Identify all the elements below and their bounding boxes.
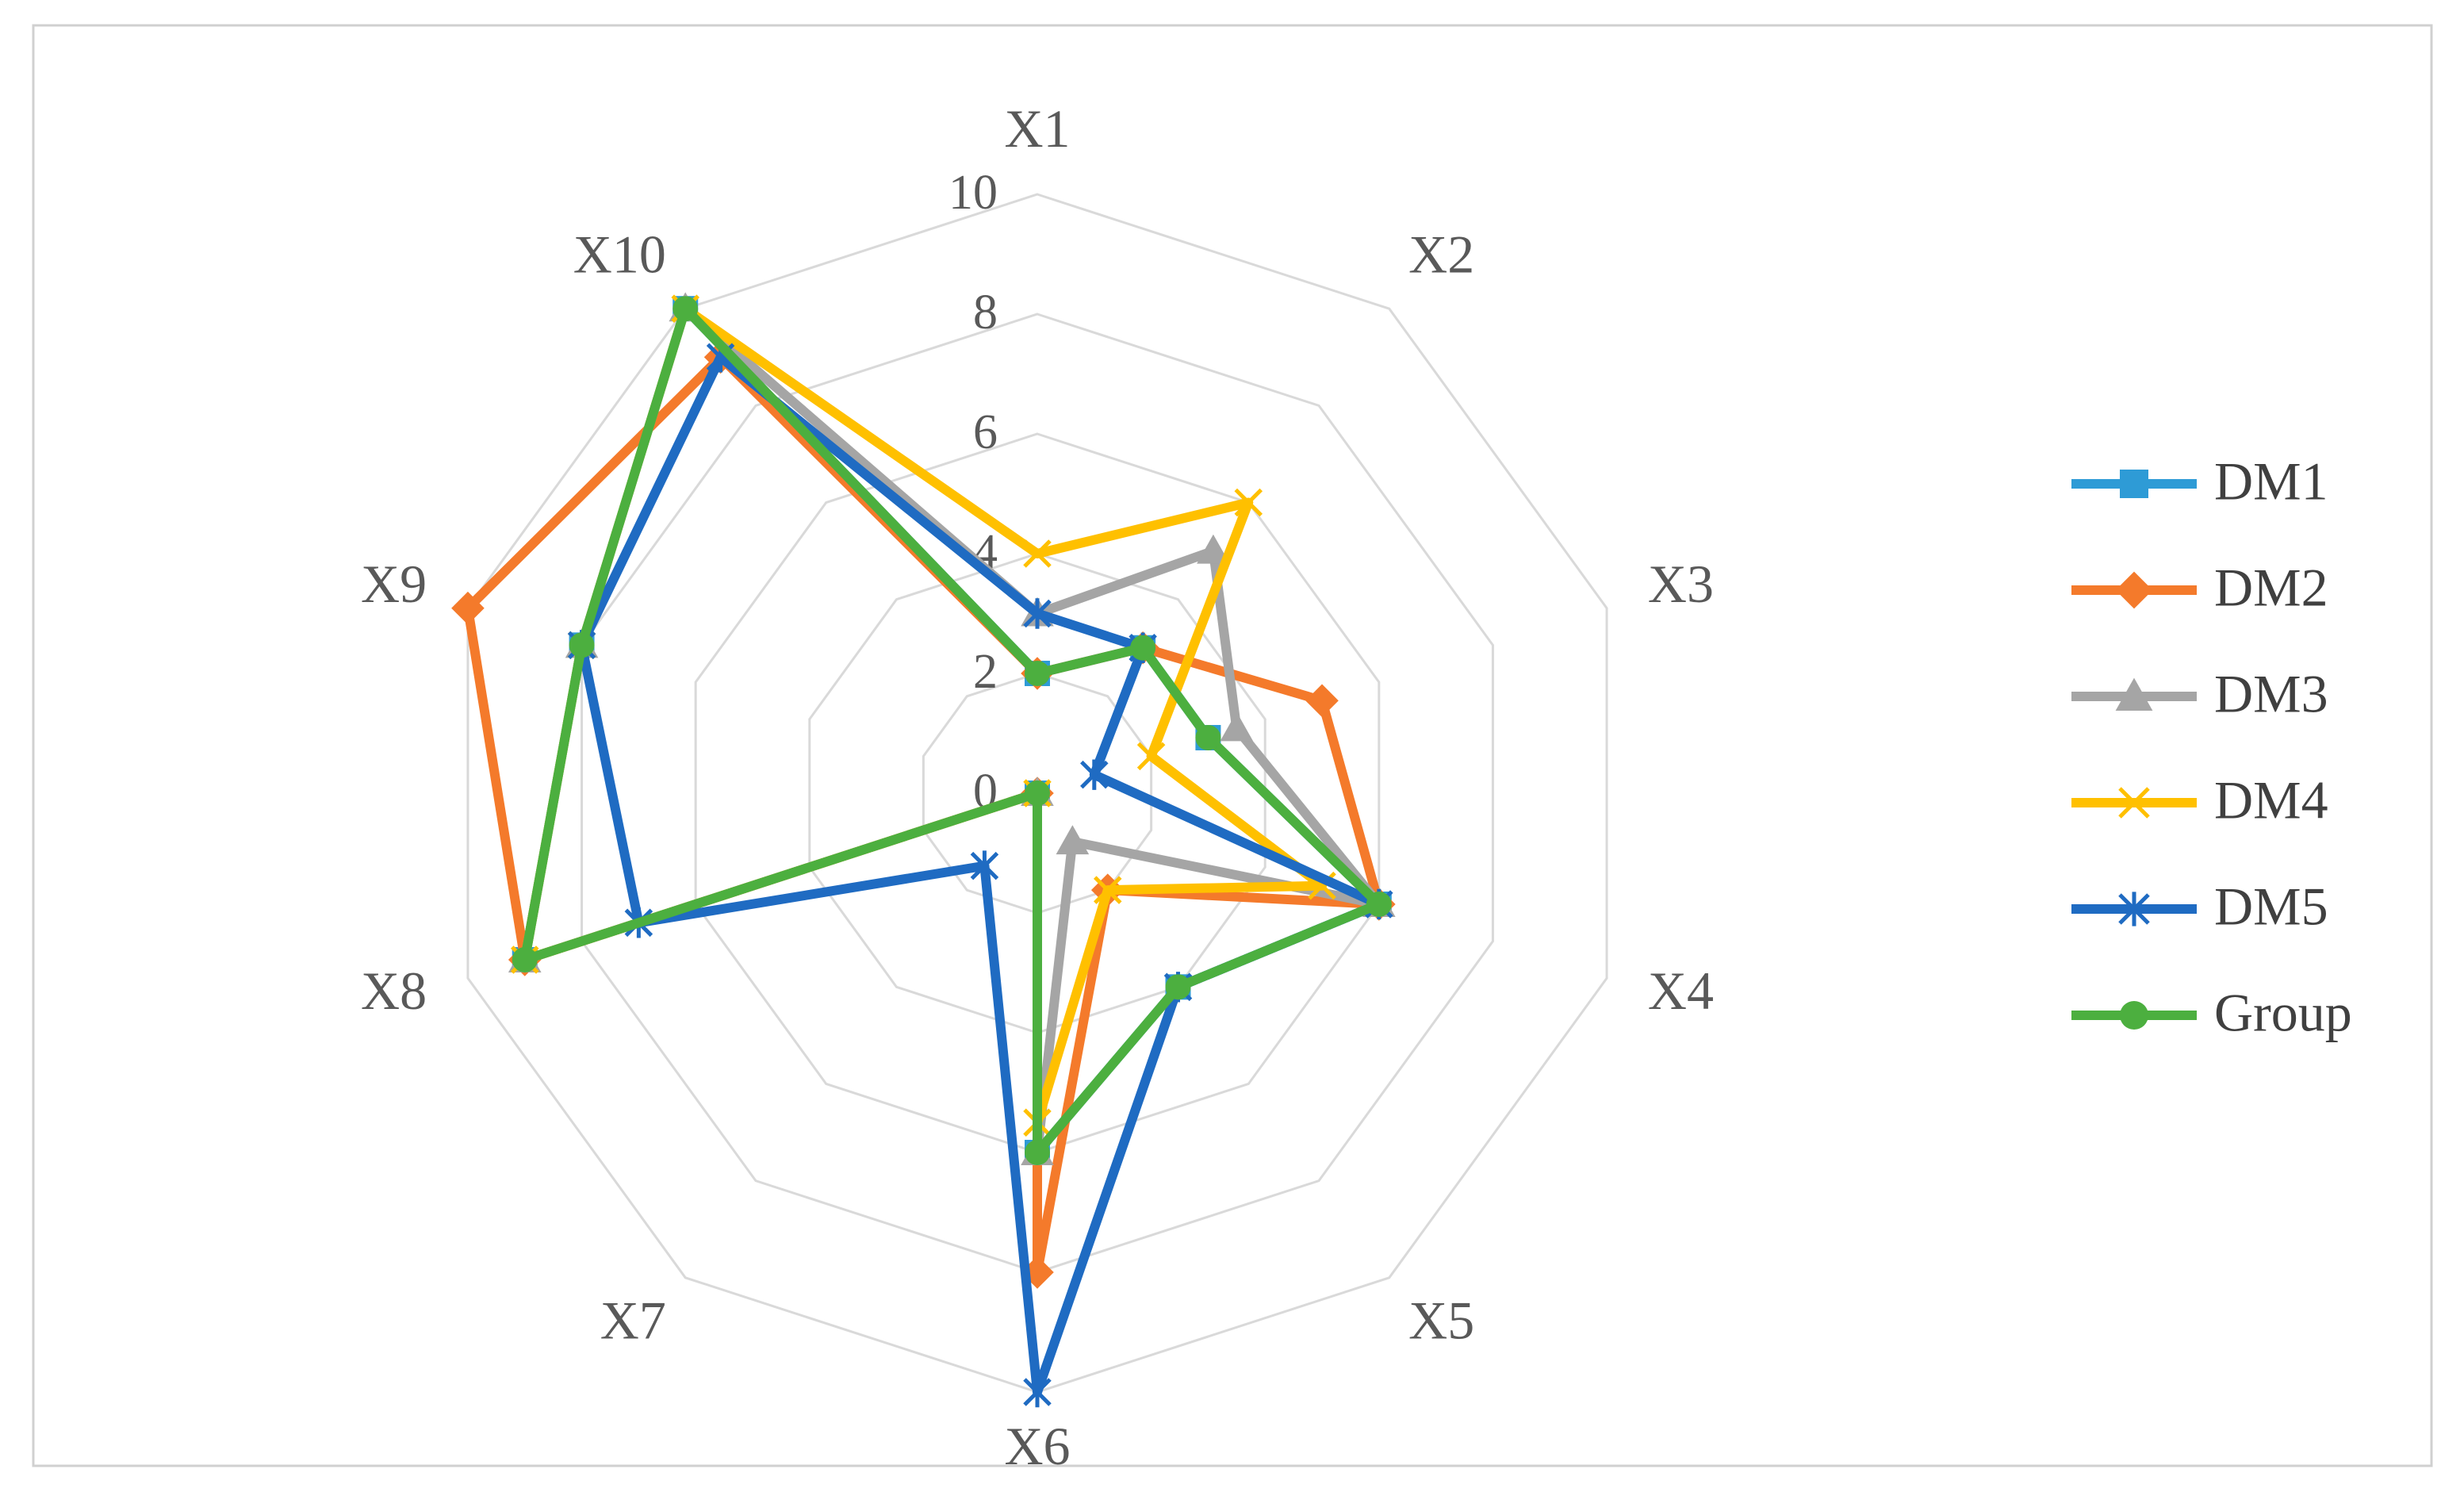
data-point [2115,677,2153,711]
legend-item-dm1: DM1 [2071,451,2328,512]
data-point [1130,635,1156,661]
data-point [673,296,699,322]
legend-item-dm2: DM2 [2071,558,2328,618]
legend-item-dm5: DM5 [2071,876,2328,937]
axis-labels: X1 X2 X3 X4 X5 X6 X7 X8 X9 X10 [361,98,1714,1476]
data-point [1366,891,1392,917]
axis-label: X1 [1004,98,1070,159]
data-point [569,632,595,658]
data-point [512,946,538,972]
data-point [1305,684,1339,718]
legend-item-dm4: DM4 [2071,770,2328,830]
data-point [970,850,999,881]
data-point [2118,787,2150,819]
axis-label: X8 [361,961,427,1021]
tick-label: 6 [973,405,998,459]
data-point [1093,876,1122,904]
data-point [1220,711,1254,742]
legend-label: Group [2214,983,2352,1043]
data-point [1080,759,1109,790]
series-layer [451,292,1396,1408]
tick-label: 8 [973,286,998,339]
chart-frame [32,24,2433,1467]
legend-label: DM2 [2214,558,2328,618]
data-point [1025,1140,1050,1165]
legend-label: DM1 [2214,451,2328,512]
axis-label: X5 [1408,1290,1474,1350]
tick-label: 2 [973,645,998,699]
legend-label: DM4 [2214,770,2328,830]
data-point [1025,781,1050,806]
data-point [1025,661,1050,686]
series-group [512,296,1392,1165]
axis-label: X3 [1648,554,1714,614]
data-point [1136,742,1166,771]
axis-label: X10 [573,224,666,285]
data-point [1165,974,1191,1000]
data-point [1023,598,1052,629]
axis-label: X2 [1408,224,1474,285]
tick-label: 10 [948,166,998,220]
legend-label: DM3 [2214,664,2328,724]
data-point [2118,892,2150,926]
axis-label: X7 [600,1290,666,1350]
axis-label: X9 [361,554,427,614]
data-point [451,591,485,625]
legend-item-group: Group [2071,983,2352,1043]
data-point [2115,571,2153,609]
legend: DM1 DM2 DM3 DM4 DM5 Group [2071,451,2352,1043]
axis-label: X6 [1004,1416,1070,1476]
data-point [2120,1001,2148,1030]
data-point [1056,825,1090,855]
data-point [1023,1376,1052,1408]
legend-item-dm3: DM3 [2071,664,2328,724]
data-point [1197,534,1230,564]
data-point [1195,725,1221,751]
axis-label: X4 [1648,961,1714,1021]
legend-label: DM5 [2214,876,2328,937]
data-point [2120,470,2148,498]
data-point [1023,539,1052,568]
data-point [1234,488,1263,517]
